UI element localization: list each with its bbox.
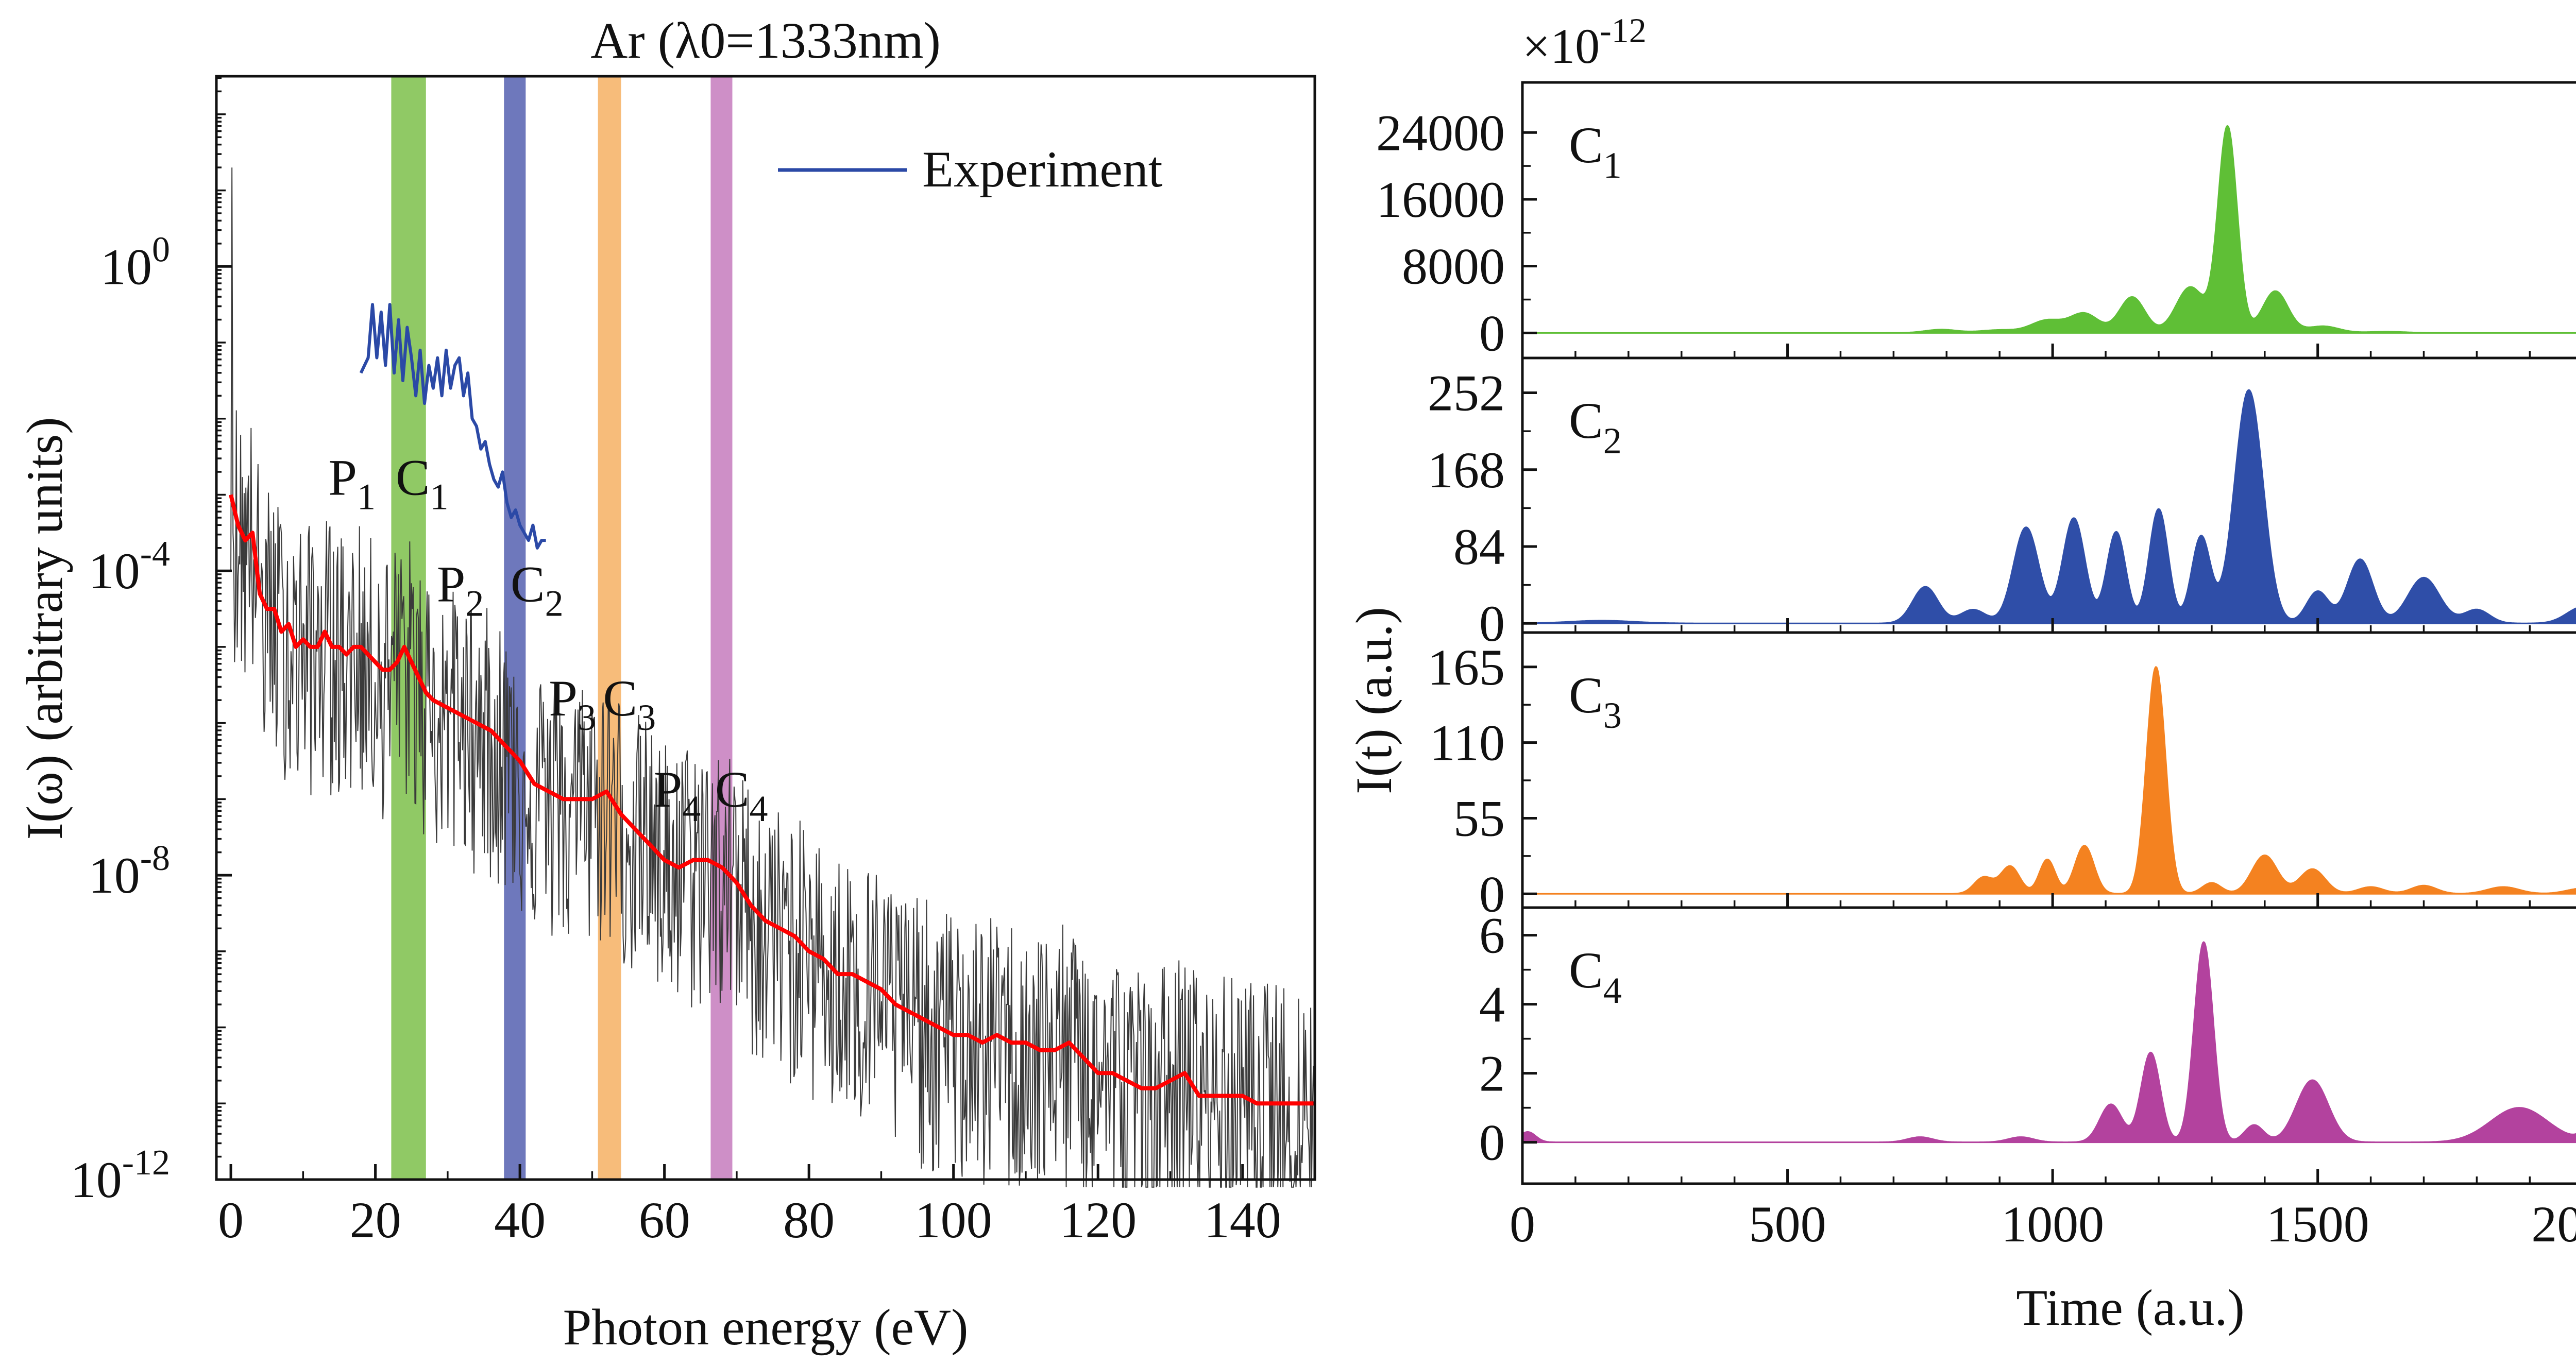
x-tick-label: 140 <box>1204 1191 1281 1249</box>
y-tick-label: 2 <box>1479 1045 1505 1102</box>
pulse-area-c1 <box>1522 125 2576 334</box>
x-tick-label: 100 <box>915 1191 992 1249</box>
harmonic-bands <box>391 76 733 1180</box>
time-x-tick-label: 1000 <box>2001 1196 2104 1253</box>
panel-label-c4: C4 <box>1569 942 1622 1011</box>
y-multiplier-label: ×10-12 <box>1522 11 1647 74</box>
x-tick-label: 0 <box>218 1191 244 1249</box>
spectrum-x-ticks: 0 20 40 60 80 100 120 140 <box>218 1164 1281 1249</box>
y-multiplier-base: ×10 <box>1522 19 1600 74</box>
spectrum-x-axis-label: Photon energy (eV) <box>563 1299 969 1356</box>
y-tick-label: 10-4 <box>89 534 170 600</box>
x-tick-label: 40 <box>494 1191 546 1249</box>
y-tick-label: 252 <box>1428 365 1505 422</box>
experiment-line <box>359 303 546 550</box>
y-tick-label: 168 <box>1428 441 1505 499</box>
time-x-tick-label: 1500 <box>2266 1196 2369 1253</box>
panel-label-c2: C2 <box>1569 392 1622 462</box>
y-tick-label: 110 <box>1430 714 1505 772</box>
x-tick-label: 120 <box>1059 1191 1137 1249</box>
time-x-tick-label: 0 <box>1510 1196 1535 1253</box>
pulse-area-c2 <box>1521 389 2576 624</box>
y-multiplier-exponent: -12 <box>1600 11 1647 50</box>
panel-c3: 0 55 110 165 C3 <box>1428 631 2576 923</box>
smoothed-spectrum-line <box>229 494 1315 1106</box>
y-tick-label: 24000 <box>1376 104 1505 161</box>
harmonic-label-p3: P3 <box>549 670 596 738</box>
panel-c1: 0 8000 16000 24000 C1 <box>1376 81 2576 362</box>
harmonic-label-c1: C1 <box>396 449 449 517</box>
time-x-axis-label: Time (a.u.) <box>2016 1279 2245 1336</box>
time-x-tick-label: 500 <box>1749 1196 1826 1253</box>
panel-label-c3: C3 <box>1569 667 1622 736</box>
pulse-area-c3 <box>1522 666 2576 895</box>
spectrum-chart: 0 20 40 60 80 100 120 140 100 10-4 10-8 10-12 P1 C1… <box>16 12 1316 1356</box>
simulation-noise-trace <box>230 167 1315 1188</box>
y-tick-label: 8000 <box>1402 238 1505 295</box>
panel-frame <box>1521 906 2576 1185</box>
time-domain-chart: ×10-12 0 8000 16000 24000 C1 0 84 168 252 C2 0 55 11… <box>1345 11 2576 1336</box>
y-tick-label: 84 <box>1453 518 1505 575</box>
spectrum-legend: Experiment <box>778 141 1163 198</box>
y-tick-label: 16000 <box>1376 171 1505 228</box>
legend-experiment-label: Experiment <box>922 141 1163 198</box>
y-tick-label: 4 <box>1479 976 1505 1033</box>
y-tick-label: 6 <box>1479 907 1505 964</box>
panel-c4: 0 2 4 6 C4 <box>1479 906 2576 1185</box>
spectrum-y-ticks: 100 10-4 10-8 10-12 <box>71 77 232 1208</box>
intensity-y-axis-label: I(t) (a.u.) <box>1345 607 1402 794</box>
time-x-tick-label: 2000 <box>2531 1196 2576 1253</box>
y-tick-label: 165 <box>1428 639 1505 696</box>
y-tick-label: 0 <box>1479 595 1505 652</box>
spectrum-plot-frame <box>215 75 1316 1181</box>
spectrum-series <box>229 303 1315 1106</box>
time-x-ticks: 0 500 1000 1500 2000 <box>1510 1196 2576 1253</box>
y-tick-label: 0 <box>1479 865 1505 923</box>
y-tick-label: 0 <box>1479 1114 1505 1171</box>
y-tick-label: 100 <box>100 230 170 295</box>
spectrum-y-axis-label: I(ω) (arbitrary units) <box>16 417 73 840</box>
y-tick-label: 0 <box>1479 304 1505 362</box>
harmonic-labels: P1 C1 P2 C2 P3 C3 P4 C4 <box>328 449 768 829</box>
harmonic-label-p4: P4 <box>654 761 701 829</box>
x-tick-label: 20 <box>350 1191 401 1249</box>
band-c2 <box>504 76 526 1180</box>
spectrum-title: Ar (λ0=1333nm) <box>590 12 941 69</box>
y-tick-label: 10-12 <box>71 1143 170 1208</box>
y-tick-label: 10-8 <box>89 839 170 904</box>
harmonic-label-c4: C4 <box>715 761 768 829</box>
harmonic-label-c2: C2 <box>511 555 564 624</box>
harmonic-label-p2: P2 <box>437 555 484 624</box>
band-c3 <box>598 76 621 1180</box>
y-tick-label: 55 <box>1453 790 1505 847</box>
simulation-spectrum-line <box>230 167 1315 1188</box>
x-tick-label: 60 <box>639 1191 690 1249</box>
panel-c2: 0 84 168 252 C2 <box>1428 356 2576 652</box>
harmonic-label-p1: P1 <box>328 449 376 517</box>
x-tick-label: 80 <box>783 1191 835 1249</box>
panel-label-c1: C1 <box>1569 116 1622 186</box>
pulse-area-c4 <box>1521 941 2576 1144</box>
band-c4 <box>710 76 733 1180</box>
harmonic-label-c3: C3 <box>603 670 656 738</box>
